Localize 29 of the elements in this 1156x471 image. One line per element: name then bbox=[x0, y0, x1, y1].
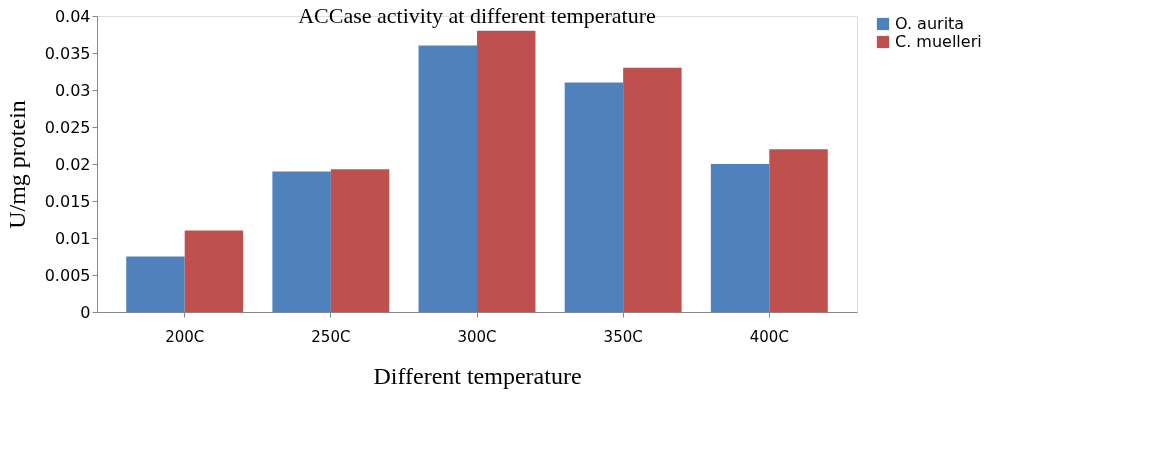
bar bbox=[769, 149, 828, 312]
legend-label: C. muelleri bbox=[895, 32, 982, 51]
x-tick-label: 250C bbox=[311, 327, 351, 346]
chart-title: ACCase activity at different temperature bbox=[298, 3, 656, 28]
y-tick-label: 0.04 bbox=[54, 6, 91, 26]
bar bbox=[126, 256, 185, 312]
bar bbox=[623, 67, 682, 312]
y-tick-label: 0.01 bbox=[54, 228, 91, 248]
bar bbox=[330, 169, 390, 312]
y-tick-label: 0.03 bbox=[54, 80, 91, 100]
y-tick-label: 0.02 bbox=[54, 154, 91, 174]
y-tick-label: 0.035 bbox=[44, 43, 91, 63]
x-tick-label: 350C bbox=[603, 327, 643, 346]
bar bbox=[272, 171, 331, 312]
y-tick-label: 0.005 bbox=[44, 265, 91, 285]
bar bbox=[477, 30, 536, 312]
bar bbox=[710, 164, 770, 312]
bar bbox=[564, 82, 624, 312]
x-tick-label: 300C bbox=[457, 327, 497, 346]
y-tick-label: 0.015 bbox=[44, 191, 91, 211]
y-axis-title: U/mg protein bbox=[3, 100, 30, 229]
bar bbox=[418, 45, 477, 312]
x-axis-title: Different temperature bbox=[373, 362, 582, 389]
x-tick-label: 400C bbox=[749, 327, 789, 346]
y-tick-label: 0 bbox=[80, 302, 91, 322]
legend-label: O. aurita bbox=[895, 14, 965, 33]
x-tick-label: 200C bbox=[165, 327, 205, 346]
y-tick-label: 0.025 bbox=[44, 117, 91, 137]
bar bbox=[184, 230, 244, 312]
